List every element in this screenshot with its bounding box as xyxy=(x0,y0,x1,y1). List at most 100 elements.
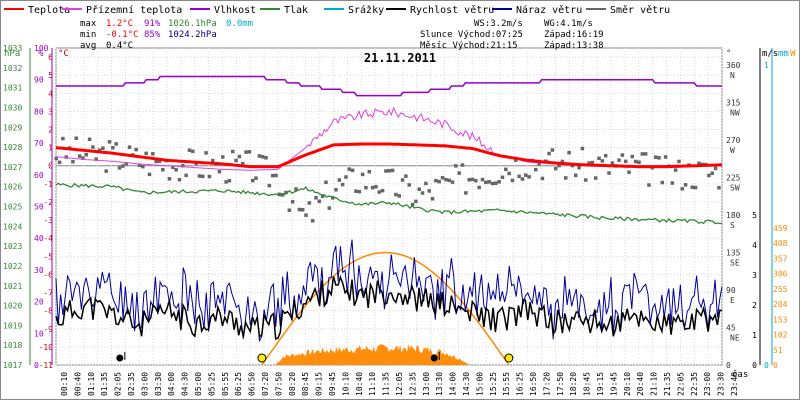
tick-temp: 4 xyxy=(48,89,53,98)
wind-direction-point xyxy=(300,208,305,212)
wind-direction-point xyxy=(147,172,152,177)
temperature-line xyxy=(55,142,723,169)
wind-direction-point xyxy=(410,202,415,207)
wind-direction-point xyxy=(494,181,498,185)
wind-direction-point xyxy=(457,171,461,175)
tick-x: 09:45 xyxy=(328,372,337,396)
wind-direction-point xyxy=(250,178,255,183)
tick-x: 03:30 xyxy=(154,372,163,396)
wind-direction-point xyxy=(280,193,285,197)
tick-x: 10:10 xyxy=(341,372,350,396)
wind-direction-point xyxy=(141,164,145,169)
wind-direction-point xyxy=(673,168,678,172)
wind-direction-point xyxy=(444,177,448,182)
tick-x: 03:00 xyxy=(140,372,149,396)
wind-direction-point xyxy=(397,194,401,198)
wind-direction-point xyxy=(367,169,372,174)
wind-direction-point xyxy=(633,159,638,164)
wind-direction-point xyxy=(663,155,668,159)
wind-direction-point xyxy=(197,174,202,178)
stats-min-label: min xyxy=(80,30,96,40)
wind-direction-point xyxy=(297,207,302,212)
legend-label: Přízemní teplota xyxy=(86,4,182,16)
tick-x: 17:20 xyxy=(542,372,551,396)
tick-humidity: 50 xyxy=(34,203,44,212)
tick-speed: 5 xyxy=(752,211,757,220)
tick-radiation: 51 xyxy=(773,346,783,355)
tick-pressure: 1027 xyxy=(3,163,22,172)
wind-direction-point xyxy=(534,167,538,172)
axis-title-x: čas xyxy=(732,369,748,380)
tick-x: 17:50 xyxy=(556,372,565,396)
wind-direction-point xyxy=(254,176,258,180)
wind-direction-point xyxy=(137,163,142,168)
tick-x: 00:40 xyxy=(73,372,82,396)
tick-x: 16:50 xyxy=(529,372,538,396)
wind-direction-point xyxy=(560,159,565,164)
tick-x: 08:20 xyxy=(288,372,297,396)
wind-direction-point xyxy=(464,191,468,195)
tick-speed: 2 xyxy=(752,301,757,310)
wind-direction-point xyxy=(637,160,641,165)
tick-x: 11:35 xyxy=(382,372,391,396)
wind-direction-point xyxy=(240,162,245,166)
stats-max-press: 1026.1hPa xyxy=(168,19,217,29)
stats-avg-temp: 0.4°C xyxy=(106,41,133,51)
tick-temp: -3 xyxy=(43,216,53,225)
wind-gust-line xyxy=(55,239,723,343)
info-wind-speed: WS:3.2m/s xyxy=(474,19,523,29)
tick-pressure: 1023 xyxy=(3,242,22,251)
sunset-icon xyxy=(504,353,514,363)
wind-direction-point xyxy=(517,174,521,179)
wind-direction-point xyxy=(450,180,455,184)
tick-x: 05:55 xyxy=(221,372,230,396)
chart-title: 21.11.2011 xyxy=(364,51,436,65)
wind-direction-point xyxy=(317,199,322,204)
tick-direction-compass: NW xyxy=(730,109,740,118)
axis-title-direction: ° xyxy=(726,49,731,59)
tick-direction: 360 xyxy=(726,61,741,70)
wind-direction-point xyxy=(244,150,248,154)
wind-direction-point xyxy=(104,169,108,173)
wind-direction-point xyxy=(497,180,501,184)
tick-pressure: 1030 xyxy=(3,103,22,112)
tick-x: 16:25 xyxy=(516,372,525,396)
wind-direction-point xyxy=(111,145,115,150)
axis-title-speed: m/s xyxy=(762,49,778,59)
wind-direction-point xyxy=(64,155,68,159)
stats-max-label: max xyxy=(80,19,97,29)
wind-direction-point xyxy=(324,180,328,185)
stats-max-hum: 91% xyxy=(144,19,161,29)
wind-direction-point xyxy=(627,170,631,175)
legend-label: Srážky xyxy=(348,4,384,16)
tick-x: 09:15 xyxy=(315,372,324,396)
wind-direction-point xyxy=(84,152,88,157)
tick-x: 12:35 xyxy=(408,372,417,396)
info-wind-gust: WG:4.1m/s xyxy=(544,19,593,29)
wind-direction-point xyxy=(91,145,95,149)
wind-direction-point xyxy=(580,146,585,151)
wind-direction-point xyxy=(374,184,378,189)
tick-x: 08:45 xyxy=(301,372,310,396)
tick-temp: -5 xyxy=(43,252,53,261)
tick-x: 20:40 xyxy=(636,372,645,396)
tick-x: 15:25 xyxy=(489,372,498,396)
wind-direction-point xyxy=(274,173,278,178)
wind-direction-point xyxy=(177,177,182,182)
tick-direction: 45 xyxy=(726,324,736,333)
wind-direction-point xyxy=(201,174,205,179)
tick-radiation: 0 xyxy=(773,361,778,370)
tick-direction-compass: NE xyxy=(730,334,740,343)
tick-x: 20:10 xyxy=(623,372,632,396)
wind-direction-point xyxy=(407,183,411,187)
legend-label: Směr větru xyxy=(610,4,670,16)
wind-direction-point xyxy=(320,194,325,199)
wind-direction-point xyxy=(144,151,148,156)
wind-direction-point xyxy=(554,166,558,171)
wind-direction-point xyxy=(344,175,348,179)
wind-direction-point xyxy=(607,171,611,175)
wind-direction-point xyxy=(430,197,435,201)
stats-min-press: 1024.2hPa xyxy=(168,30,217,40)
